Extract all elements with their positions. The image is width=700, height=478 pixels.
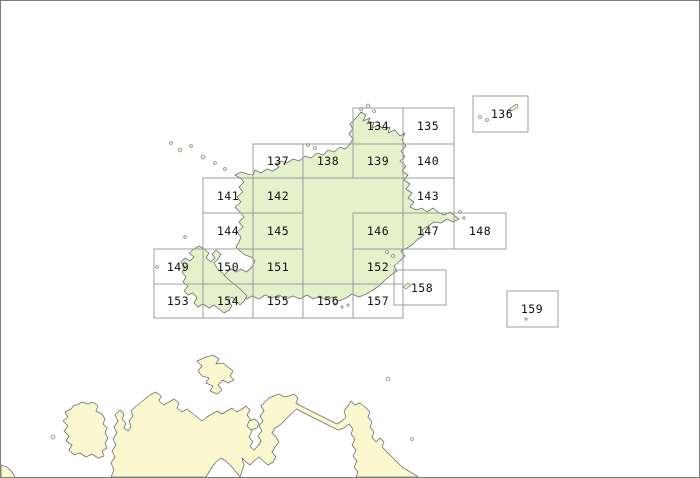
grid-cell-label: 144 [217, 224, 239, 238]
grid-cell-label: 136 [491, 107, 513, 121]
grid-cell-label: 146 [367, 224, 389, 238]
islet [346, 303, 350, 307]
islet [155, 265, 159, 269]
grid-cell-159[interactable] [506, 290, 559, 328]
grid-index: 134 135 136 137 138 139 140 141 142 143 … [153, 95, 559, 328]
mainland-islet [385, 376, 391, 382]
islet [340, 305, 344, 309]
grid-cell-label: 158 [411, 281, 433, 295]
islet-136 [485, 118, 489, 122]
grid-cell-136[interactable] [472, 95, 529, 133]
grid-cell-157[interactable] [352, 283, 404, 319]
islet [462, 216, 466, 220]
grid-cell-label: 149 [167, 260, 189, 274]
grid-cell-label: 137 [267, 154, 289, 168]
grid-cell-label: 141 [217, 189, 239, 203]
grid-cell-label: 157 [367, 294, 389, 308]
grid-cell-label: 153 [167, 294, 189, 308]
islet-159 [524, 317, 528, 321]
islet [223, 167, 227, 171]
round-island [62, 401, 109, 459]
grid-cell-label: 145 [267, 224, 289, 238]
islet [183, 235, 187, 239]
islet [169, 141, 173, 145]
grid-cell-label: 139 [367, 154, 389, 168]
grid-cell-label: 138 [317, 154, 339, 168]
grid-cell-label: 147 [417, 224, 439, 238]
small-north-island [196, 354, 235, 395]
mainland-coastline [110, 391, 419, 477]
grid-cell-148[interactable] [453, 212, 507, 250]
islet-136 [506, 103, 519, 114]
mainland-islet [50, 434, 56, 440]
islet [313, 146, 317, 150]
grid-cell-label: 143 [417, 189, 439, 203]
grid-cell-label: 152 [367, 260, 389, 274]
grid-cell-label: 135 [417, 119, 439, 133]
grid-cell-label: 159 [521, 302, 543, 316]
islet [391, 254, 395, 258]
islet [385, 250, 389, 254]
grid-cell-label: 140 [417, 154, 439, 168]
islet [213, 161, 217, 165]
islet [189, 144, 193, 148]
islet-136 [478, 115, 482, 119]
islet [200, 154, 206, 160]
main-island [221, 111, 460, 302]
grid-cell-label: 134 [367, 119, 389, 133]
bay-islet [246, 418, 260, 431]
grid-cell-label: 150 [217, 260, 239, 274]
mainland-corner [1, 464, 16, 477]
island-group [155, 103, 528, 321]
islet-158 [402, 282, 412, 290]
islet [333, 302, 337, 306]
islet [372, 109, 376, 113]
grid-cell-label: 154 [217, 294, 239, 308]
grid-cell-label: 148 [469, 224, 491, 238]
mainland-group [1, 354, 419, 477]
grid-cell-label: 142 [267, 189, 289, 203]
islet [365, 103, 371, 109]
grid-cell-label: 156 [317, 294, 339, 308]
mainland-islet [410, 437, 414, 441]
grid-cell-label: 155 [267, 294, 289, 308]
grid-cell-158[interactable] [393, 269, 447, 306]
grid-cell-label: 151 [267, 260, 289, 274]
islet [177, 147, 183, 153]
southwest-island [180, 245, 248, 314]
